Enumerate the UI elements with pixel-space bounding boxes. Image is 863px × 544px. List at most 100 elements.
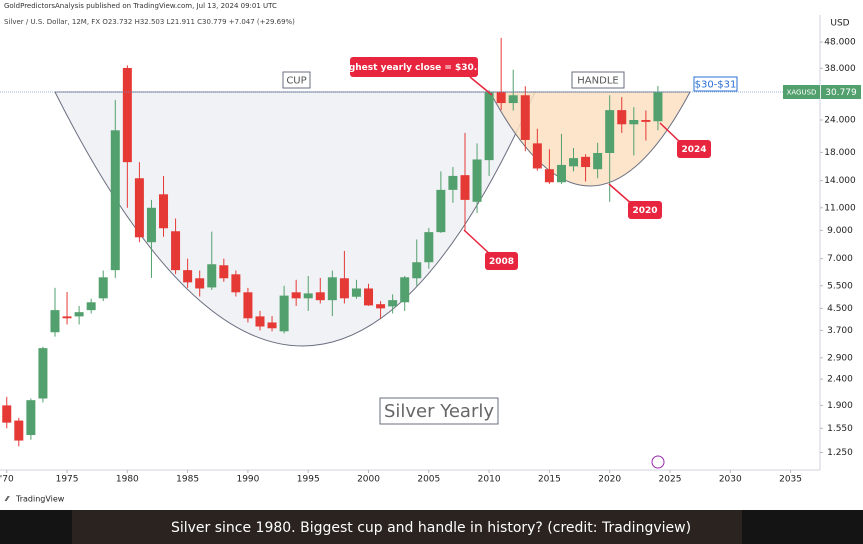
price-value: 30.779 (825, 88, 857, 98)
x-tick-label: 2035 (779, 475, 802, 485)
price-symbol: XAGUSD (787, 89, 817, 97)
y-tick-label: 14.000 (824, 176, 856, 186)
candle-body (122, 67, 132, 163)
y-tick-label: 38.000 (824, 64, 856, 74)
candle-body (569, 158, 579, 167)
candle-body (2, 405, 12, 423)
candle-body (38, 348, 48, 399)
y-tick-label: 48.000 (824, 37, 856, 47)
y-tick-label: 1.250 (827, 448, 853, 458)
candle-body (14, 420, 24, 441)
candle-body (364, 288, 374, 306)
x-tick-label: 2015 (538, 475, 561, 485)
candle-body (388, 300, 398, 307)
candle-body (243, 292, 253, 319)
candle-body (339, 278, 349, 299)
y2020-box (628, 201, 662, 219)
x-tick-label: 2005 (417, 475, 440, 485)
candle-body (26, 400, 36, 436)
y-tick-label: 2.400 (827, 375, 853, 385)
candle-body (74, 312, 84, 317)
candle-body (484, 91, 494, 161)
highest-label: Highest yearly close = $30.85 (338, 63, 490, 73)
price-symbol-box (783, 85, 820, 100)
y2024-box (677, 140, 711, 158)
candle-body (110, 130, 120, 271)
candle-body (279, 295, 289, 332)
cup-box (282, 71, 311, 89)
marks (0, 37, 820, 447)
candle-body (520, 95, 530, 140)
candle-body (424, 232, 434, 263)
candle-body (629, 119, 639, 125)
y-tick-label: 24.000 (824, 115, 856, 125)
candle-body (400, 277, 410, 303)
y-tick-label: 1.900 (827, 401, 853, 411)
x-tick-label: '70 (0, 475, 14, 485)
candle-body (581, 156, 591, 168)
candle-body (231, 274, 241, 293)
candle-body (617, 110, 627, 125)
x-tick-label: 2000 (357, 475, 380, 485)
y-tick-label: 11.000 (824, 203, 856, 213)
x-tick-label: 1990 (236, 475, 259, 485)
y-tick-label: 4.500 (827, 304, 853, 314)
candle-body (653, 91, 663, 122)
caption: Silver since 1980. Biggest cup and handl… (171, 520, 691, 536)
y2008-label: 2008 (489, 257, 514, 267)
x-tick-label: 2020 (598, 475, 621, 485)
candle-body (448, 175, 458, 190)
y-tick-label: 1.550 (827, 424, 853, 434)
candle-body (376, 304, 386, 309)
watermark: TradingView (15, 495, 65, 504)
candle-body (291, 292, 301, 299)
candle-body (207, 264, 217, 288)
y-tick-label: 5.500 (827, 281, 853, 291)
tv-logo: ⁄⁄ (4, 495, 10, 503)
chart-label: Silver Yearly (384, 401, 494, 422)
target-label: $30-$31 (695, 80, 737, 91)
candle-body (86, 302, 96, 311)
x-tick-label: 2030 (719, 475, 742, 485)
candle-body (556, 164, 566, 183)
candle-body (593, 152, 603, 170)
pointer (659, 122, 683, 145)
y-tick-label: 9.000 (827, 226, 853, 236)
candle-body (183, 270, 193, 283)
candle-body (532, 143, 542, 169)
candle-body (412, 262, 422, 279)
pointer (469, 76, 493, 96)
candle-body (436, 189, 446, 233)
candle-body (134, 178, 144, 238)
candle-body (62, 316, 72, 319)
caption-backdrop (72, 510, 742, 544)
y2024-label: 2024 (681, 145, 706, 155)
header: Silver / U.S. Dollar, 12M, FX O23.732 H3… (4, 18, 295, 26)
candle-body (605, 110, 615, 153)
candle-body (315, 292, 325, 301)
y2008-box (485, 252, 518, 270)
candle-body (460, 175, 470, 200)
candle-body (496, 91, 506, 104)
y-tick-label: 3.700 (827, 326, 853, 336)
candle-body (641, 119, 651, 122)
y-tick-label: 7.000 (827, 254, 853, 264)
candle-body (472, 159, 482, 202)
handle-box (571, 71, 625, 89)
currency: USD (830, 19, 849, 29)
candle-body (171, 231, 181, 271)
candle-body (219, 265, 229, 279)
candle-body (255, 316, 265, 327)
x-tick-label: 1980 (116, 475, 139, 485)
candle-body (195, 278, 205, 289)
candle-body (159, 194, 169, 229)
y-tick-label: 2.900 (827, 353, 853, 363)
candle-body (98, 277, 108, 299)
price-value-box (821, 85, 861, 100)
cup-label: CUP (286, 76, 306, 87)
candle-body (267, 322, 277, 329)
candle-body (303, 293, 313, 299)
handle-label: HANDLE (577, 76, 618, 87)
candle-body (508, 95, 518, 104)
event-icon (651, 455, 665, 469)
